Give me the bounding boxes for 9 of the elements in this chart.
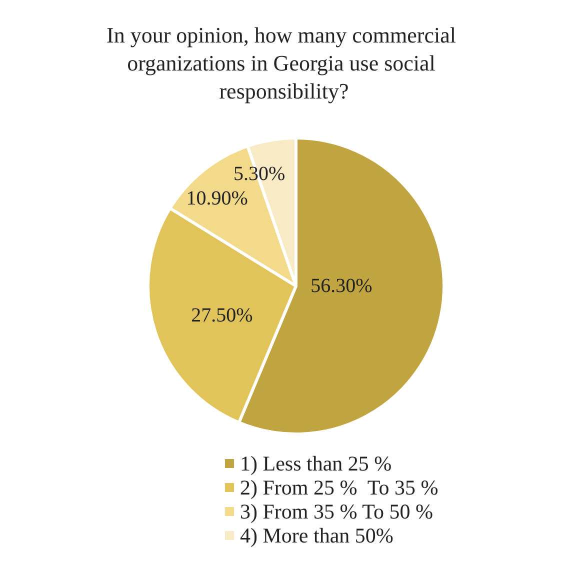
legend-label: 4) More than 50% xyxy=(240,524,394,548)
legend-label: 1) Less than 25 % xyxy=(240,452,392,476)
data-label: 10.90% xyxy=(186,187,248,210)
legend-label: 3) From 35 % To 50 % xyxy=(240,500,433,524)
legend-label: 2) From 25 % To 35 % xyxy=(240,476,438,500)
data-label: 27.50% xyxy=(191,304,253,326)
data-label: 5.30% xyxy=(234,162,286,185)
chart-title: In your opinion, how many commercial organizations in Georgia use social responsibility? xyxy=(106,22,462,104)
data-label: 56.30% xyxy=(310,275,372,297)
